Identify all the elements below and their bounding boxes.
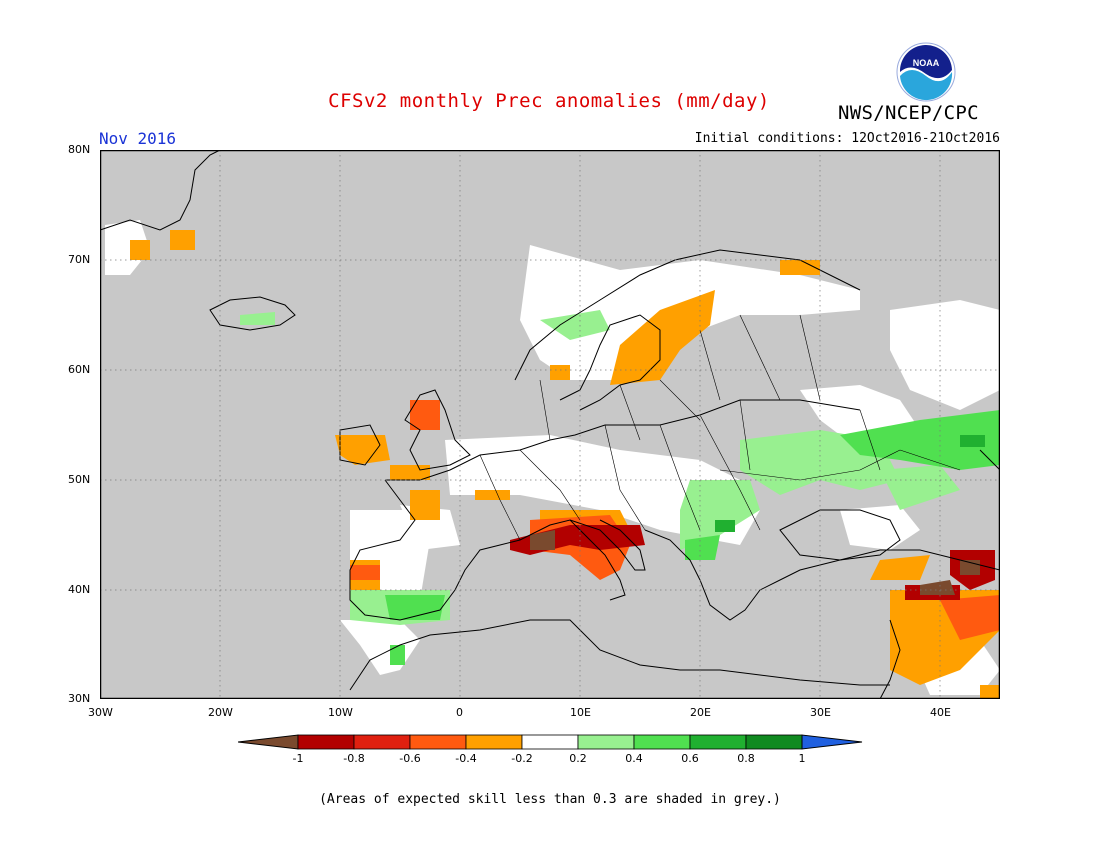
colorbar-label: -0.6: [399, 752, 420, 765]
lon-label-10e: 10E: [570, 706, 591, 719]
colorbar-label: 1: [799, 752, 806, 765]
initial-conditions: Initial conditions: 12Oct2016-21Oct2016: [694, 131, 1000, 146]
colorbar-label: 0.4: [625, 752, 643, 765]
anomaly-green-regions: [385, 410, 1000, 665]
coastlines: [100, 150, 1000, 699]
colorbar-label: -0.4: [455, 752, 476, 765]
colorbar-segment: [745, 734, 803, 750]
skill-note: (Areas of expected skill less than 0.3 a…: [319, 792, 781, 807]
lat-label-40n: 40N: [68, 583, 91, 596]
lon-label-30e: 30E: [810, 706, 831, 719]
forecast-month: Nov 2016: [99, 129, 177, 148]
lat-label-60n: 60N: [68, 363, 91, 376]
chart-title: CFSv2 monthly Prec anomalies (mm/day): [328, 90, 770, 112]
colorbar-segment: [577, 734, 635, 750]
map-frame: [100, 150, 1000, 699]
lon-label-40e: 40E: [930, 706, 951, 719]
svg-text:NOAA: NOAA: [913, 58, 940, 68]
agency-label: NWS/NCEP/CPC: [838, 102, 979, 124]
lat-label-30n: 30N: [68, 692, 91, 705]
colorbar-segment: [409, 734, 467, 750]
colorbar-segment: [353, 734, 411, 750]
anomaly-brown-regions: [530, 530, 980, 595]
lon-label-20w: 20W: [208, 706, 233, 719]
lat-label-80n: 80N: [68, 143, 91, 156]
lon-label-20e: 20E: [690, 706, 711, 719]
colorbar-label: 0.8: [737, 752, 755, 765]
country-borders: [479, 314, 961, 541]
graticule: [100, 150, 1000, 699]
colorbar-label: -0.2: [511, 752, 532, 765]
anomaly-darkgreen-regions: [715, 435, 985, 532]
colorbar-left-arrow: [238, 734, 299, 750]
colorbar-segment: [297, 734, 355, 750]
colorbar-label: -0.8: [343, 752, 364, 765]
colorbar-right-arrow: [801, 734, 863, 750]
lat-label-50n: 50N: [68, 473, 91, 486]
colorbar-label: -1: [293, 752, 304, 765]
colorbar-label: 0.2: [569, 752, 587, 765]
colorbar-segment: [689, 734, 747, 750]
colorbar-label: 0.6: [681, 752, 699, 765]
lon-label-0: 0: [456, 706, 463, 719]
lon-label-30w: 30W: [88, 706, 113, 719]
colorbar-segment: [465, 734, 523, 750]
colorbar: -1 -0.8 -0.6 -0.4 -0.2 0.2 0.4 0.6 0.8 1: [238, 734, 863, 765]
colorbar-segment: [633, 734, 691, 750]
colorbar-segment: [521, 734, 579, 750]
lat-label-70n: 70N: [68, 253, 91, 266]
precip-anomaly-map: [100, 150, 1000, 699]
lon-label-10w: 10W: [328, 706, 353, 719]
noaa-logo: NOAA: [896, 42, 956, 102]
